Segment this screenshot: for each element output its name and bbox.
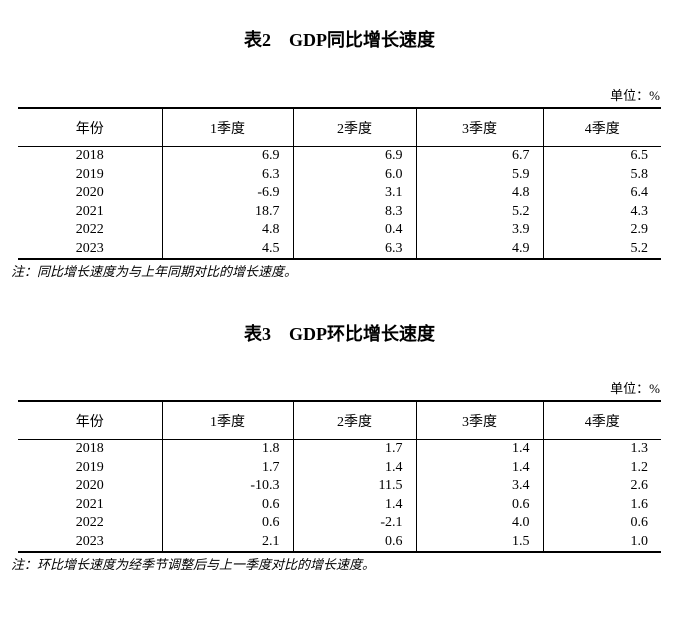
year-cell: 2018 [18,146,163,166]
value-cell: 1.2 [630,459,649,475]
value-cell: 5.9 [416,165,544,184]
value-cell: 6.3 [162,165,294,184]
gdp-yoy-table-body: 2018 6.9 6.9 6.7 6.5 2019 6.3 6.0 5.9 5.8 2020 -6.9… [18,146,661,259]
value-cell: 6.0 [293,165,417,184]
table2-title: 表2 GDP同比增长速度 [244,30,435,50]
gdp-qoq-table-header: 年份 1季度 2季度 3季度 4季度 [18,401,661,440]
value-cell: -2.1 [293,514,417,533]
value-cell: 1.8 [162,439,294,459]
gdp-qoq-table-body: 2018 1.8 1.7 1.4 1.3 2019 1.7 1.4 1.4 1.2 2020 -10.… [18,439,661,552]
table-row: 2023 4.5 6.3 4.9 5.2 [18,239,661,259]
value-cell: 6.7 [416,146,544,166]
year-cell: 2019 [18,165,163,184]
value-cell: 5.8 [630,166,649,182]
value-cell: 11.5 [293,477,417,496]
value-cell: 1.5 [416,532,544,552]
table-row: 2019 1.7 1.4 1.4 1.2 [18,458,661,477]
document-content: 表2 GDP同比增长速度 单位：% 年份 1季度 2季度 3季度 4季度 201… [11,30,661,572]
year-cell: 2023 [18,239,163,259]
value-cell: 3.1 [293,184,417,203]
table-row: 2022 0.6 -2.1 4.0 0.6 [18,514,661,533]
year-cell: 2020 [18,477,163,496]
value-cell: 0.6 [416,495,544,514]
table-row: 2022 4.8 0.4 3.9 2.9 [18,221,661,240]
value-cell: 3.4 [416,477,544,496]
value-cell: 2.1 [162,532,294,552]
value-cell: 5.2 [416,202,544,221]
value-cell: 0.6 [293,532,417,552]
value-cell: 2.9 [630,222,649,237]
year-cell: 2023 [18,532,163,552]
header-row: 年份 1季度 2季度 3季度 4季度 [18,401,661,440]
table2-note: 注：同比增长速度为与上年同期对比的增长速度。 [11,264,298,279]
value-cell: 4.8 [416,184,544,203]
value-cell: 6.3 [293,239,417,259]
table-row: 2023 2.1 0.6 1.5 1.0 [18,532,661,552]
year-cell: 2022 [18,221,163,240]
column-header-q4: 4季度 [543,401,661,440]
column-header-year: 年份 [18,108,163,147]
column-header-q3: 3季度 [416,401,544,440]
gdp-yoy-table-header: 年份 1季度 2季度 3季度 4季度 [18,108,661,147]
value-cell: 1.6 [630,496,649,512]
value-cell: 0.6 [162,514,294,533]
section-gdp-yoy: 表2 GDP同比增长速度 单位：% 年份 1季度 2季度 3季度 4季度 201… [11,30,661,279]
value-cell: 1.7 [293,439,417,459]
value-cell: 4.0 [416,514,544,533]
section-gdp-qoq: 表3 GDP环比增长速度 单位：% 年份 1季度 2季度 3季度 4季度 201… [11,324,661,572]
column-header-q3: 3季度 [416,108,544,147]
value-cell: 1.7 [162,458,294,477]
table-row: 2020 -6.9 3.1 4.8 6.4 [18,184,661,203]
table-row: 2021 18.7 8.3 5.2 4.3 [18,202,661,221]
value-cell: 1.3 [630,441,649,456]
table-row: 2019 6.3 6.0 5.9 5.8 [18,165,661,184]
table-row: 2021 0.6 1.4 0.6 1.6 [18,495,661,514]
column-header-q1: 1季度 [162,108,294,147]
year-cell: 2019 [18,458,163,477]
value-cell: 1.0 [630,533,649,549]
table3-unit-label: 单位：% [610,381,660,396]
year-cell: 2022 [18,514,163,533]
year-cell: 2018 [18,439,163,459]
gdp-qoq-table: 年份 1季度 2季度 3季度 4季度 2018 1.8 1.7 1.4 1.3 2019 1… [18,400,661,553]
column-header-q1: 1季度 [162,401,294,440]
year-cell: 2020 [18,184,163,203]
table-row: 2018 6.9 6.9 6.7 6.5 [18,146,661,166]
gdp-yoy-table: 年份 1季度 2季度 3季度 4季度 2018 6.9 6.9 6.7 6.5 2019 6… [18,107,661,260]
value-cell: 4.5 [162,239,294,259]
value-cell: -10.3 [162,477,294,496]
value-cell: 1.4 [416,458,544,477]
value-cell: 0.4 [293,221,417,240]
value-cell: 6.9 [162,146,294,166]
column-header-q2: 2季度 [293,401,417,440]
value-cell: 1.4 [293,458,417,477]
value-cell: 6.9 [293,146,417,166]
value-cell: 6.5 [630,148,649,163]
value-cell: 6.4 [630,185,649,200]
column-header-q4: 4季度 [543,108,661,147]
value-cell: 8.3 [293,202,417,221]
table-row: 2018 1.8 1.7 1.4 1.3 [18,439,661,459]
value-cell: 2.6 [630,478,649,493]
value-cell: 4.8 [162,221,294,240]
table2-unit-label: 单位：% [610,88,660,103]
value-cell: 4.9 [416,239,544,259]
value-cell: 3.9 [416,221,544,240]
value-cell: 1.4 [293,495,417,514]
value-cell: 18.7 [162,202,294,221]
year-cell: 2021 [18,495,163,514]
header-row: 年份 1季度 2季度 3季度 4季度 [18,108,661,147]
table-row: 2020 -10.3 11.5 3.4 2.6 [18,477,661,496]
table3-note: 注：环比增长速度为经季节调整后与上一季度对比的增长速度。 [11,557,376,572]
column-header-year: 年份 [18,401,163,440]
column-header-q2: 2季度 [293,108,417,147]
value-cell: 0.6 [162,495,294,514]
year-cell: 2021 [18,202,163,221]
value-cell: 4.3 [630,203,649,219]
value-cell: 5.2 [630,240,649,256]
value-cell: 0.6 [630,515,649,530]
table3-title: 表3 GDP环比增长速度 [244,324,435,344]
value-cell: 1.4 [416,439,544,459]
value-cell: -6.9 [162,184,294,203]
